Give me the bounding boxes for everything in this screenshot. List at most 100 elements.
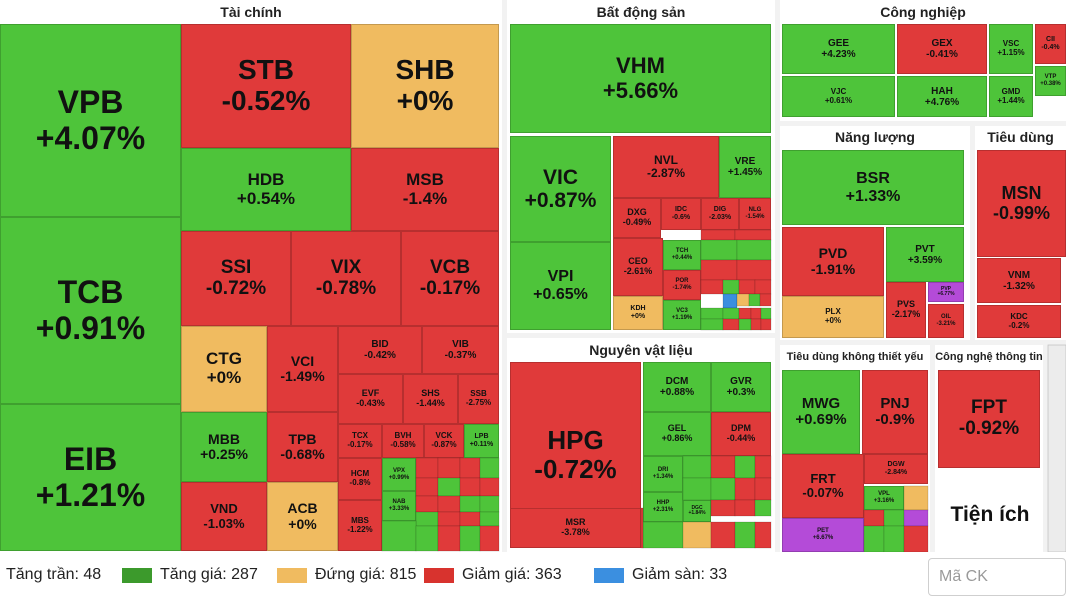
tile-vpb[interactable]: VPB +4.07% [0, 24, 181, 217]
tile-vib[interactable]: VIB -0.37% [422, 326, 499, 374]
tile-por[interactable]: POR -1.74% [663, 270, 701, 300]
tile-bid[interactable]: BID -0.42% [338, 326, 422, 374]
tile-vic[interactable]: VIC +0.87% [510, 136, 611, 242]
tile-shs[interactable]: SHS -1.44% [403, 374, 458, 424]
tile-lpb[interactable]: LPB +0.11% [464, 424, 499, 458]
tile-pvt[interactable]: PVT +3.59% [886, 227, 964, 282]
tile-nlg[interactable]: NLG -1.54% [739, 198, 771, 230]
tile-dpm[interactable]: DPM -0.44% [711, 412, 771, 456]
tile-hhp[interactable]: HHP +2.31% [643, 492, 683, 522]
tile-acb[interactable]: ACB +0% [267, 482, 338, 551]
tile-dri[interactable]: DRI +1.34% [643, 456, 683, 492]
tile-evf[interactable]: EVF -0.43% [338, 374, 403, 424]
tile-hdb[interactable]: HDB +0.54% [181, 148, 351, 231]
tile-symbol: KDH [630, 305, 646, 313]
tile-gel[interactable]: GEL +0.86% [643, 412, 711, 456]
tile-symbol: VHM [616, 53, 665, 79]
tile-vsc[interactable]: VSC +1.15% [989, 24, 1033, 74]
tile-dig[interactable]: DIG -2.03% [701, 198, 739, 230]
tile-vhm[interactable]: VHM +5.66% [510, 24, 771, 133]
tile-tpb[interactable]: TPB -0.68% [267, 412, 338, 482]
tile-vcb[interactable]: VCB -0.17% [401, 231, 499, 326]
tile-frt[interactable]: FRT -0.07% [782, 454, 864, 518]
tile-symbol: PLX [825, 307, 841, 317]
tile-tcx[interactable]: TCX -0.17% [338, 424, 382, 458]
legend-label: Giảm sàn: 33 [632, 566, 728, 583]
tile-idc[interactable]: IDC -0.6% [661, 198, 701, 230]
tile-plx[interactable]: PLX +0% [782, 296, 884, 338]
tile-symbol: VNM [1007, 269, 1031, 281]
tile-shb[interactable]: SHB +0% [351, 24, 499, 148]
tile-msr[interactable]: MSR -3.78% [510, 508, 641, 548]
tile-tch[interactable]: TCH +0.44% [663, 240, 701, 270]
tile-dxg[interactable]: DXG -0.49% [613, 198, 661, 238]
tile-hcm[interactable]: HCM -0.8% [338, 458, 382, 500]
tile-symbol: VND [210, 501, 238, 517]
tile-pvs[interactable]: PVS -2.17% [886, 282, 926, 338]
tile-msn[interactable]: MSN -0.99% [977, 150, 1066, 257]
tile-vpi[interactable]: VPI +0.65% [510, 242, 611, 330]
tile-change: +1.34% [652, 474, 674, 480]
tile-dgw[interactable]: DGW -2.84% [864, 454, 928, 484]
tile-symbol: VRE [734, 156, 756, 167]
tile-nab[interactable]: NAB +3.33% [382, 491, 416, 521]
tile-bvh[interactable]: BVH -0.58% [382, 424, 424, 458]
tile-vnm[interactable]: VNM -1.32% [977, 258, 1061, 303]
tile-dgc[interactable]: DGC +1.84% [683, 500, 711, 522]
tile-gmd[interactable]: GMD +1.44% [989, 76, 1033, 117]
tile-mwg[interactable]: MWG +0.69% [782, 370, 860, 454]
tile-ssb[interactable]: SSB -2.75% [458, 374, 499, 424]
tile-symbol: HPG [547, 425, 604, 456]
tile-pnj[interactable]: PNJ -0.9% [862, 370, 928, 454]
tile-ssi[interactable]: SSI -0.72% [181, 231, 291, 326]
tile-symbol: MSN [1001, 182, 1042, 203]
tile-change: +0% [396, 85, 454, 116]
tile-kdc[interactable]: KDC -0.2% [977, 305, 1061, 338]
tile-pet[interactable]: PET +6.67% [782, 518, 864, 552]
tile-vc3[interactable]: VC3 +1.19% [663, 300, 701, 330]
tile-cii[interactable]: CII -0.4% [1035, 24, 1066, 64]
tile-change: -0.92% [958, 418, 1020, 439]
tile-ceo[interactable]: CEO -2.61% [613, 238, 663, 296]
tile-symbol: DGC [691, 504, 703, 511]
tile-symbol: HHP [656, 500, 670, 507]
tile-symbol: VIB [452, 339, 469, 350]
tile-mbb[interactable]: MBB +0.25% [181, 412, 267, 482]
tile-kdh[interactable]: KDH +0% [613, 296, 663, 330]
sector-title-bds: Bất động sản [596, 4, 686, 20]
tile-vix[interactable]: VIX -0.78% [291, 231, 401, 326]
tile-mbs[interactable]: MBS -1.22% [338, 500, 382, 551]
tile-change: +1.45% [727, 167, 763, 178]
tile-tiện-ích[interactable]: Tiện ích [938, 478, 1042, 552]
tile-vnd[interactable]: VND -1.03% [181, 482, 267, 551]
tile-tcb[interactable]: TCB +0.91% [0, 217, 181, 404]
tile-change: -0.6% [671, 214, 691, 221]
tile-msb[interactable]: MSB -1.4% [351, 148, 499, 231]
tile-ctg[interactable]: CTG +0% [181, 326, 267, 412]
tile-vpl[interactable]: VPL +3.16% [864, 486, 904, 510]
stock-code-search-input[interactable] [928, 558, 1066, 596]
tile-pvp[interactable]: PVP +6.77% [928, 282, 964, 302]
tile-dcm[interactable]: DCM +0.88% [643, 362, 711, 412]
tile-gvr[interactable]: GVR +0.3% [711, 362, 771, 412]
tile-gex[interactable]: GEX -0.41% [897, 24, 987, 74]
tile-symbol: BVH [394, 431, 412, 441]
tile-stb[interactable]: STB -0.52% [181, 24, 351, 148]
tile-symbol: PNJ [880, 394, 910, 412]
tile-vjc[interactable]: VJC +0.61% [782, 76, 895, 117]
tile-oil[interactable]: OIL -3.21% [928, 304, 964, 338]
tile-nvl[interactable]: NVL -2.87% [613, 136, 719, 198]
tile-gee[interactable]: GEE +4.23% [782, 24, 895, 74]
tile-hah[interactable]: HAH +4.76% [897, 76, 987, 117]
tile-fpt[interactable]: FPT -0.92% [938, 370, 1040, 468]
tile-vck[interactable]: VCK -0.87% [424, 424, 464, 458]
tile-bsr[interactable]: BSR +1.33% [782, 150, 964, 225]
tile-change: +0.25% [200, 446, 248, 462]
tile-pvd[interactable]: PVD -1.91% [782, 227, 884, 296]
tile-change: +1.33% [845, 187, 901, 205]
tile-vpx[interactable]: VPX +0.99% [382, 458, 416, 491]
tile-vtp[interactable]: VTP +0.38% [1035, 66, 1066, 96]
tile-eib[interactable]: EIB +1.21% [0, 404, 181, 551]
tile-vre[interactable]: VRE +1.45% [719, 136, 771, 198]
tile-vci[interactable]: VCI -1.49% [267, 326, 338, 412]
